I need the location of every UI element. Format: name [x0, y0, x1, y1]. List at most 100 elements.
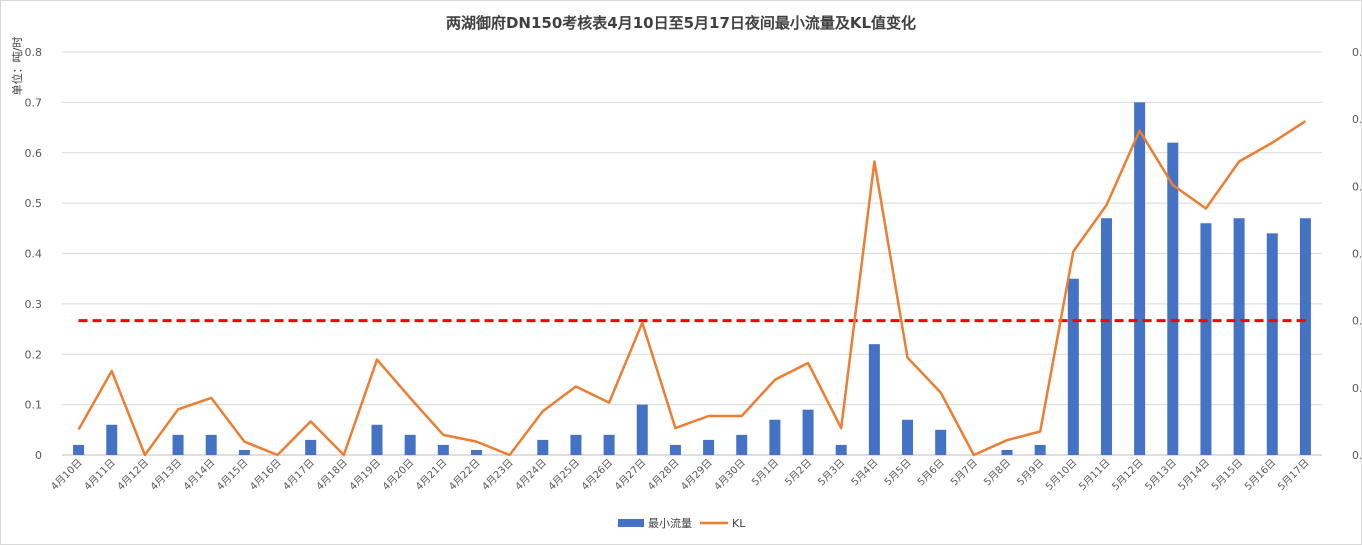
y2-tick-label: 0.50 — [1352, 113, 1362, 126]
bar — [106, 424, 118, 455]
legend-label: 最小流量 — [648, 516, 692, 530]
x-tick-label: 5月9日 — [1015, 457, 1047, 489]
x-tick-label: 4月23日 — [480, 457, 516, 493]
x-tick-label: 4月11日 — [82, 457, 118, 493]
bar — [205, 434, 217, 455]
x-tick-label: 4月16日 — [248, 457, 284, 493]
x-tick-label: 4月25日 — [546, 457, 582, 493]
bar — [636, 404, 648, 455]
bar — [1233, 218, 1245, 455]
x-tick-label: 5月7日 — [948, 457, 980, 489]
x-tick-label: 4月15日 — [214, 457, 250, 493]
bar — [1167, 142, 1179, 456]
x-tick-label: 4月22日 — [446, 457, 482, 493]
y-tick-label: 0.2 — [25, 348, 43, 361]
x-tick-label: 4月13日 — [148, 457, 184, 493]
x-tick-label: 4月21日 — [413, 457, 449, 493]
y2-axis-ticks: 0.00 0.10 0.20 0.30 0.40 0.50 0.60 — [1352, 46, 1362, 462]
bar — [902, 419, 914, 455]
x-tick-label: 5月11日 — [1076, 457, 1112, 493]
x-tick-label: 4月14日 — [181, 457, 217, 493]
y2-tick-label: 0.30 — [1352, 248, 1362, 261]
bar — [669, 444, 681, 455]
bar — [868, 344, 880, 455]
legend-label: KL — [732, 517, 746, 530]
x-tick-label: 5月1日 — [749, 457, 781, 489]
x-tick-label: 5月12日 — [1110, 457, 1146, 493]
bar — [703, 439, 715, 455]
gridlines — [62, 51, 1322, 456]
y-tick-label: 0.3 — [25, 298, 43, 311]
kl-line — [77, 120, 1307, 457]
y-tick-label: 0 — [35, 449, 42, 462]
y-tick-label: 0.1 — [25, 399, 43, 412]
y2-tick-label: 0.20 — [1352, 315, 1362, 328]
bar — [238, 449, 250, 455]
bar — [769, 419, 781, 455]
y-tick-label: 0.4 — [25, 248, 43, 261]
x-tick-label: 5月14日 — [1176, 457, 1212, 493]
bar — [1299, 218, 1311, 455]
bar — [305, 439, 317, 455]
x-tick-label: 4月29日 — [679, 457, 715, 493]
bar — [1067, 278, 1079, 455]
x-tick-label: 4月28日 — [645, 457, 681, 493]
legend: 最小流量 KL — [618, 516, 746, 530]
legend-swatch-bar — [618, 519, 644, 527]
x-tick-label: 4月18日 — [314, 457, 350, 493]
x-tick-label: 5月8日 — [981, 457, 1013, 489]
x-tick-label: 4月30日 — [712, 457, 748, 493]
x-tick-label: 5月2日 — [783, 457, 815, 489]
bar — [603, 434, 615, 455]
line-series — [77, 120, 1307, 457]
y-axis-ticks: 0 0.1 0.2 0.3 0.4 0.5 0.6 0.7 0.8 — [25, 46, 43, 462]
x-tick-label: 5月3日 — [816, 457, 848, 489]
x-tick-label: 4月19日 — [347, 457, 383, 493]
bar — [736, 434, 748, 455]
bar — [1001, 449, 1013, 455]
x-tick-label: 5月5日 — [882, 457, 914, 489]
y-tick-label: 0.5 — [25, 197, 43, 210]
bar — [371, 424, 383, 455]
bar — [1034, 444, 1046, 455]
x-tick-label: 4月26日 — [579, 457, 615, 493]
bar — [73, 444, 85, 455]
bar — [570, 434, 582, 455]
y2-tick-label: 0.40 — [1352, 180, 1362, 193]
bar — [404, 434, 416, 455]
bar — [172, 434, 184, 455]
x-tick-label: 5月6日 — [915, 457, 947, 489]
x-tick-label: 5月13日 — [1143, 457, 1179, 493]
x-tick-label: 5月17日 — [1275, 457, 1311, 493]
bar-series — [73, 102, 1311, 456]
bar — [1266, 233, 1278, 455]
y-tick-label: 0.7 — [25, 96, 43, 109]
bar — [802, 409, 814, 455]
y-tick-label: 0.8 — [25, 46, 43, 59]
x-tick-label: 5月10日 — [1043, 457, 1079, 493]
x-tick-label: 5月15日 — [1209, 457, 1245, 493]
x-tick-label: 4月27日 — [612, 457, 648, 493]
x-tick-label: 4月12日 — [115, 457, 151, 493]
y2-tick-label: 0.10 — [1352, 382, 1362, 395]
y-axis-label: 单位：吨/时 — [10, 37, 24, 96]
bar — [537, 439, 549, 455]
x-tick-label: 5月16日 — [1242, 457, 1278, 493]
bar — [437, 444, 449, 455]
bar — [1200, 223, 1212, 455]
bar — [1100, 218, 1112, 455]
x-tick-label: 4月10日 — [49, 457, 85, 493]
y2-tick-label: 0.00 — [1352, 449, 1362, 462]
bar — [470, 449, 482, 455]
x-tick-label: 5月4日 — [849, 457, 881, 489]
y-tick-label: 0.6 — [25, 147, 43, 160]
chart-title: 两湖御府DN150考核表4月10日至5月17日夜间最小流量及KL值变化 — [446, 14, 916, 32]
bar — [935, 429, 947, 455]
x-tick-label: 4月20日 — [380, 457, 416, 493]
bar — [835, 444, 847, 455]
x-tick-label: 4月24日 — [513, 457, 549, 493]
x-axis-ticks: 4月10日4月11日4月12日4月13日4月14日4月15日4月16日4月17日… — [49, 457, 1312, 493]
x-tick-label: 4月17日 — [281, 457, 317, 493]
